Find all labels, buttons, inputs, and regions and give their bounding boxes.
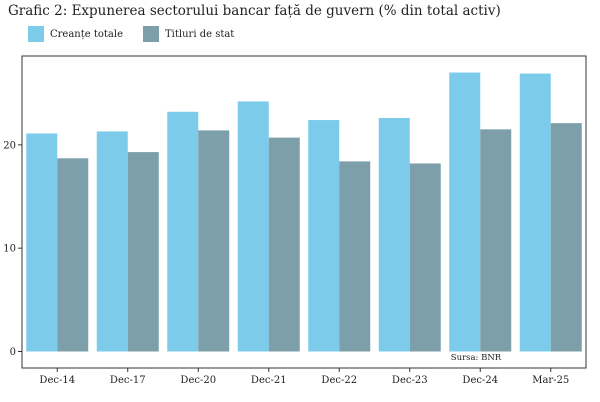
x-tick-label: Dec-21 xyxy=(251,375,287,386)
chart-title: Grafic 2: Expunerea sectorului bancar fa… xyxy=(8,3,501,19)
bar-creante-dec-21 xyxy=(237,101,269,352)
bar-creante-dec-14 xyxy=(26,133,58,352)
y-tick-label: 10 xyxy=(3,244,16,255)
legend-swatch-titluri xyxy=(143,26,160,42)
bar-titluri-dec-21 xyxy=(268,137,300,352)
bar-creante-dec-17 xyxy=(96,131,128,352)
bar-creante-dec-23 xyxy=(378,117,410,352)
bar-creante-dec-22 xyxy=(308,120,340,352)
legend-item-titluri: Titluri de stat xyxy=(143,26,234,42)
bar-titluri-dec-24 xyxy=(480,129,512,352)
plot-panel xyxy=(21,55,587,369)
y-tick-label: 20 xyxy=(3,140,16,151)
bar-titluri-dec-22 xyxy=(339,161,371,352)
bar-titluri-mar-25 xyxy=(550,123,582,352)
bar-creante-mar-25 xyxy=(519,73,551,352)
bar-creante-dec-20 xyxy=(167,111,199,352)
source-note: Sursa: BNR xyxy=(451,353,502,363)
legend-label-titluri: Titluri de stat xyxy=(165,28,235,40)
x-tick-label: Dec-22 xyxy=(321,375,357,386)
x-tick-label: Dec-23 xyxy=(392,375,428,386)
x-tick-label: Mar-25 xyxy=(532,375,569,386)
x-tick-label: Dec-24 xyxy=(462,375,498,386)
bar-titluri-dec-14 xyxy=(57,158,89,352)
y-tick-label: 0 xyxy=(10,347,16,358)
bar-titluri-dec-20 xyxy=(198,130,230,352)
x-tick-label: Dec-20 xyxy=(180,375,216,386)
x-tick-label: Dec-17 xyxy=(110,375,146,386)
chart-legend: Creanțe totale Titluri de stat xyxy=(28,26,254,42)
bar-titluri-dec-17 xyxy=(127,152,159,352)
legend-label-creante: Creanțe totale xyxy=(50,28,124,40)
x-tick-label: Dec-14 xyxy=(39,375,75,386)
legend-item-creante: Creanțe totale xyxy=(28,26,123,42)
legend-swatch-creante xyxy=(28,26,44,42)
bar-creante-dec-24 xyxy=(449,72,481,352)
bar-titluri-dec-23 xyxy=(409,163,441,352)
